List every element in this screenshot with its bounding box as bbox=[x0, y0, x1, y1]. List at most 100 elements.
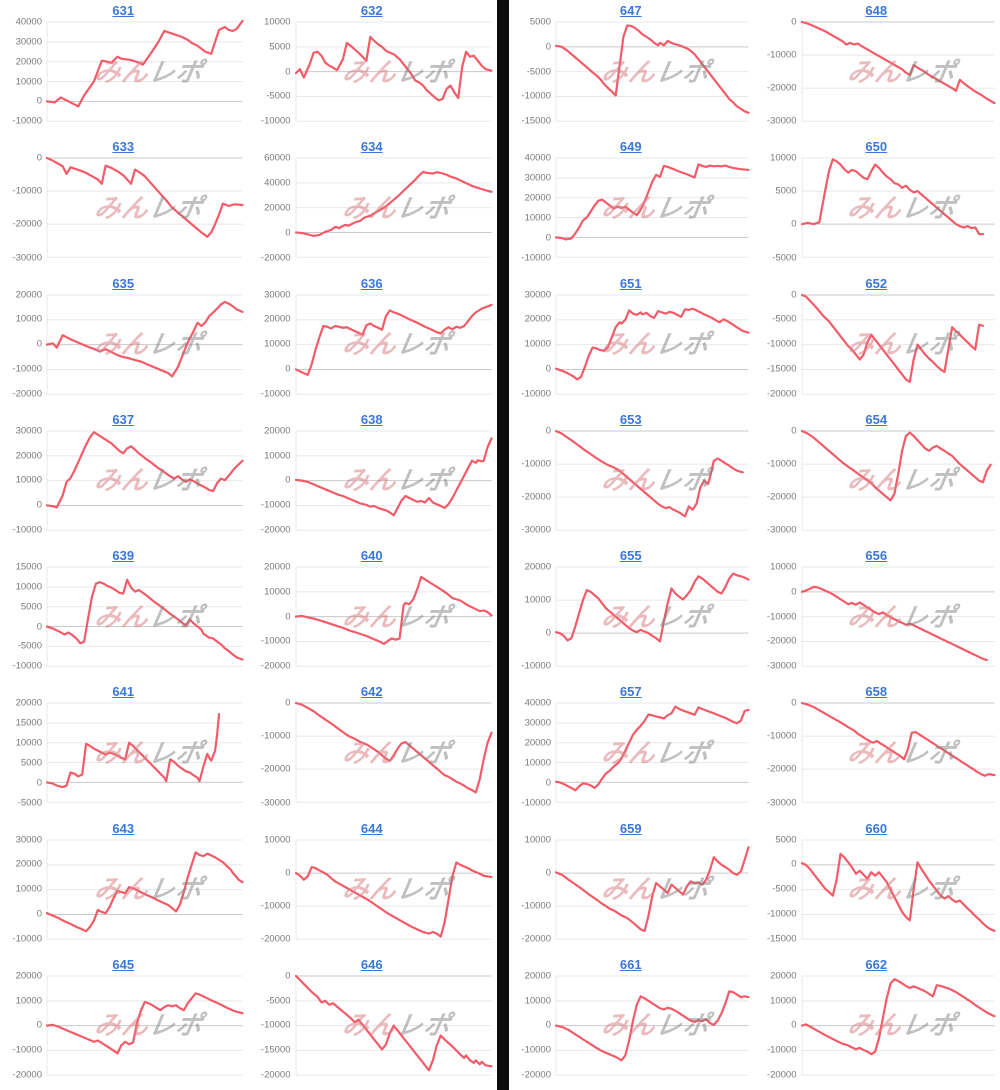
chart-svg bbox=[802, 567, 995, 666]
chart-title: 649 bbox=[510, 139, 752, 156]
y-axis: 0 -10000 -20000 -30000 bbox=[756, 698, 802, 808]
y-tick-label: 0 bbox=[285, 970, 291, 982]
chart-link-644[interactable]: 644 bbox=[360, 820, 383, 836]
y-axis: 40000 30000 20000 10000 0 -10000 bbox=[510, 698, 556, 808]
chart-cell-659: 659 10000 0 -10000 -20000 みんレポ bbox=[509, 818, 755, 954]
chart-link-653[interactable]: 653 bbox=[619, 411, 642, 427]
chart-link-658[interactable]: 658 bbox=[865, 684, 888, 700]
chart-link-631[interactable]: 631 bbox=[112, 3, 135, 18]
y-tick-label: -30000 bbox=[12, 252, 42, 263]
chart-link-654[interactable]: 654 bbox=[865, 411, 888, 427]
chart-link-645[interactable]: 645 bbox=[112, 956, 135, 972]
data-line bbox=[296, 304, 492, 374]
y-axis: 20000 10000 0 -10000 -20000 bbox=[510, 970, 556, 1080]
chart-link-643[interactable]: 643 bbox=[112, 820, 135, 836]
y-tick-label: 0 bbox=[791, 697, 797, 709]
chart-link-648[interactable]: 648 bbox=[865, 3, 888, 18]
y-tick-label: 30000 bbox=[15, 834, 42, 845]
y-tick-label: -20000 bbox=[521, 1069, 551, 1081]
y-tick-label: 0 bbox=[285, 474, 291, 486]
y-tick-label: 10000 bbox=[770, 152, 797, 164]
plot-area: みんレポ bbox=[802, 431, 995, 530]
chart-cell-639: 639 15000 10000 5000 0 -5000 -10000 みんレポ bbox=[0, 545, 249, 681]
chart-svg bbox=[802, 22, 995, 121]
line-chart: 5000 0 -5000 -10000 -15000 みんレポ bbox=[510, 17, 752, 127]
data-line bbox=[296, 438, 492, 515]
line-chart: 30000 20000 10000 0 -10000 みんレポ bbox=[1, 425, 246, 536]
chart-link-636[interactable]: 636 bbox=[360, 275, 383, 291]
chart-link-634[interactable]: 634 bbox=[360, 139, 383, 155]
chart-title: 636 bbox=[250, 276, 495, 293]
chart-title: 634 bbox=[250, 139, 495, 156]
y-tick-label: -20000 bbox=[766, 1069, 797, 1081]
y-tick-label: -10000 bbox=[766, 1044, 797, 1056]
chart-cell-641: 641 20000 15000 10000 5000 0 -5000 みんレポ bbox=[0, 681, 249, 817]
chart-link-660[interactable]: 660 bbox=[865, 820, 888, 836]
chart-svg bbox=[556, 22, 749, 121]
chart-link-656[interactable]: 656 bbox=[865, 548, 888, 563]
plot-area: みんレポ bbox=[47, 295, 243, 394]
y-tick-label: -10000 bbox=[521, 660, 551, 672]
chart-link-637[interactable]: 637 bbox=[112, 411, 135, 427]
y-tick-label: 0 bbox=[791, 425, 797, 437]
y-tick-label: -30000 bbox=[766, 115, 797, 127]
y-tick-label: 0 bbox=[545, 627, 551, 639]
chart-cell-654: 654 0 -10000 -20000 -30000 みんレポ bbox=[755, 409, 1000, 545]
chart-link-647[interactable]: 647 bbox=[619, 3, 642, 18]
y-tick-label: -30000 bbox=[766, 797, 797, 808]
chart-cell-631: 631 40000 30000 20000 10000 0 -10000 みんレポ bbox=[0, 0, 249, 136]
y-axis: 20000 10000 0 -10000 -20000 bbox=[1, 970, 47, 1080]
y-tick-label: 10000 bbox=[15, 883, 42, 895]
data-line bbox=[47, 21, 243, 106]
chart-link-659[interactable]: 659 bbox=[619, 820, 642, 836]
chart-link-651[interactable]: 651 bbox=[619, 275, 642, 291]
chart-link-641[interactable]: 641 bbox=[112, 684, 135, 700]
chart-link-657[interactable]: 657 bbox=[619, 684, 642, 700]
y-tick-label: 5000 bbox=[20, 757, 42, 769]
chart-link-633[interactable]: 633 bbox=[112, 139, 135, 155]
y-axis: 10000 5000 0 -5000 bbox=[756, 153, 802, 263]
line-chart: 20000 10000 0 -10000 -20000 みんレポ bbox=[250, 425, 495, 536]
chart-link-662[interactable]: 662 bbox=[865, 956, 888, 972]
chart-cell-644: 644 10000 0 -10000 -20000 みんレポ bbox=[249, 818, 498, 954]
chart-svg bbox=[802, 158, 995, 257]
chart-title: 635 bbox=[1, 276, 246, 293]
chart-link-632[interactable]: 632 bbox=[360, 3, 383, 18]
line-chart: 20000 10000 0 -10000 -20000 みんレポ bbox=[1, 970, 246, 1081]
y-axis: 20000 10000 0 -10000 -20000 bbox=[250, 562, 296, 672]
y-tick-label: -15000 bbox=[521, 115, 551, 127]
data-line bbox=[556, 847, 749, 931]
chart-link-638[interactable]: 638 bbox=[360, 411, 383, 427]
chart-link-650[interactable]: 650 bbox=[865, 139, 888, 155]
y-tick-label: 0 bbox=[285, 697, 291, 709]
line-chart: 5000 0 -5000 -10000 -15000 みんレポ bbox=[756, 834, 998, 944]
y-tick-label: 10000 bbox=[15, 995, 42, 1007]
y-tick-label: -20000 bbox=[766, 763, 797, 775]
chart-cell-661: 661 20000 10000 0 -10000 -20000 みんレポ bbox=[509, 954, 755, 1090]
plot-area: みんレポ bbox=[802, 158, 995, 257]
chart-svg bbox=[47, 158, 243, 257]
data-line bbox=[47, 301, 243, 375]
chart-svg bbox=[296, 567, 492, 666]
chart-cell-646: 646 0 -5000 -10000 -15000 -20000 みんレポ bbox=[249, 954, 498, 1090]
chart-title: 658 bbox=[756, 684, 998, 701]
chart-link-649[interactable]: 649 bbox=[619, 139, 642, 155]
line-chart: 20000 10000 0 -10000 -20000 みんレポ bbox=[250, 562, 495, 672]
chart-link-661[interactable]: 661 bbox=[619, 956, 642, 972]
chart-link-655[interactable]: 655 bbox=[619, 548, 642, 563]
y-tick-label: -10000 bbox=[12, 1044, 42, 1056]
chart-link-642[interactable]: 642 bbox=[360, 684, 383, 700]
chart-link-635[interactable]: 635 bbox=[112, 275, 135, 291]
chart-title: 642 bbox=[250, 684, 495, 701]
y-axis: 30000 20000 10000 0 -10000 bbox=[250, 289, 296, 399]
y-tick-label: 20000 bbox=[264, 313, 291, 325]
chart-link-646[interactable]: 646 bbox=[360, 956, 383, 972]
y-tick-label: -10000 bbox=[521, 252, 551, 263]
y-tick-label: 60000 bbox=[264, 152, 291, 164]
chart-title: 661 bbox=[510, 957, 752, 974]
y-tick-label: 10000 bbox=[15, 581, 42, 593]
chart-link-640[interactable]: 640 bbox=[360, 548, 383, 563]
chart-link-652[interactable]: 652 bbox=[865, 275, 888, 291]
y-tick-label: -10000 bbox=[766, 49, 797, 61]
chart-link-639[interactable]: 639 bbox=[112, 548, 135, 563]
